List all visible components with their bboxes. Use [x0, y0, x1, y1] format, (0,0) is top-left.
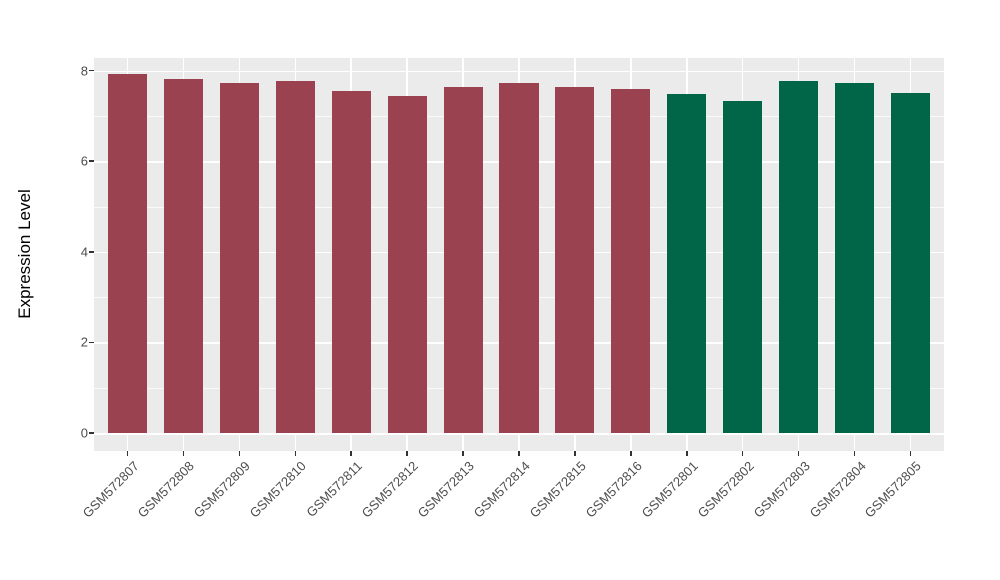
x-tick-label-GSM572803: GSM572803 — [750, 458, 813, 521]
plot-panel — [94, 58, 944, 451]
bar-GSM572813 — [443, 87, 483, 433]
bar-GSM572815 — [555, 86, 595, 433]
x-tick-mark-GSM572803 — [797, 451, 800, 456]
x-tick-mark-GSM572816 — [630, 451, 632, 456]
x-tick-label-GSM572802: GSM572802 — [694, 458, 757, 521]
y-tick-label-0: 0 — [80, 425, 88, 441]
y-tick-label-8: 8 — [80, 63, 88, 79]
bar-GSM572804 — [834, 82, 875, 433]
x-tick-label-GSM572808: GSM572808 — [135, 458, 198, 521]
x-tick-mark-GSM572807 — [126, 451, 129, 456]
x-tick-mark-GSM572810 — [294, 451, 297, 456]
y-tick-mark-8 — [89, 69, 94, 72]
y-tick-mark-4 — [89, 251, 94, 253]
bar-GSM572809 — [219, 82, 259, 433]
x-tick-label-GSM572804: GSM572804 — [806, 458, 869, 521]
x-tick-label-GSM572807: GSM572807 — [79, 458, 142, 521]
x-tick-label-GSM572801: GSM572801 — [638, 458, 701, 521]
bar-GSM572811 — [331, 91, 371, 433]
bar-GSM572810 — [275, 81, 315, 433]
bar-GSM572805 — [890, 92, 931, 433]
x-tick-label-GSM572814: GSM572814 — [470, 458, 533, 521]
bar-GSM572807 — [107, 74, 148, 433]
x-tick-mark-GSM572801 — [685, 451, 688, 456]
bar-GSM572812 — [387, 95, 427, 433]
bar-GSM572802 — [723, 100, 763, 433]
x-tick-label-GSM572809: GSM572809 — [191, 458, 254, 521]
x-tick-label-GSM572811: GSM572811 — [303, 458, 366, 520]
y-tick-label-2: 2 — [80, 334, 88, 350]
x-tick-mark-GSM572811 — [350, 451, 353, 456]
x-tick-mark-GSM572815 — [574, 451, 576, 456]
x-tick-mark-GSM572812 — [406, 451, 408, 456]
x-tick-mark-GSM572813 — [462, 451, 464, 456]
x-tick-label-GSM572813: GSM572813 — [414, 458, 477, 521]
x-tick-label-GSM572812: GSM572812 — [358, 458, 422, 521]
x-tick-label-GSM572805: GSM572805 — [862, 458, 925, 521]
y-tick-mark-2 — [89, 341, 94, 344]
bar-GSM572814 — [499, 82, 539, 433]
bar-GSM572808 — [163, 79, 204, 433]
y-tick-mark-0 — [89, 432, 94, 434]
x-tick-label-GSM572810: GSM572810 — [247, 458, 310, 521]
x-tick-label-GSM572816: GSM572816 — [582, 458, 645, 521]
bar-GSM572803 — [779, 81, 819, 433]
x-tick-label-GSM572815: GSM572815 — [526, 458, 589, 521]
bar-GSM572801 — [667, 94, 707, 433]
x-tick-mark-GSM572802 — [741, 451, 744, 456]
x-tick-mark-GSM572809 — [238, 451, 241, 456]
y-tick-label-6: 6 — [80, 153, 88, 169]
x-tick-mark-GSM572808 — [182, 451, 185, 456]
y-tick-label-4: 4 — [80, 244, 88, 260]
y-axis-title: Expression Level — [15, 189, 34, 319]
x-tick-mark-GSM572804 — [853, 451, 856, 456]
x-tick-mark-GSM572814 — [518, 451, 520, 456]
x-tick-mark-GSM572805 — [909, 451, 912, 456]
bar-GSM572816 — [611, 89, 651, 433]
y-tick-mark-6 — [89, 160, 94, 162]
